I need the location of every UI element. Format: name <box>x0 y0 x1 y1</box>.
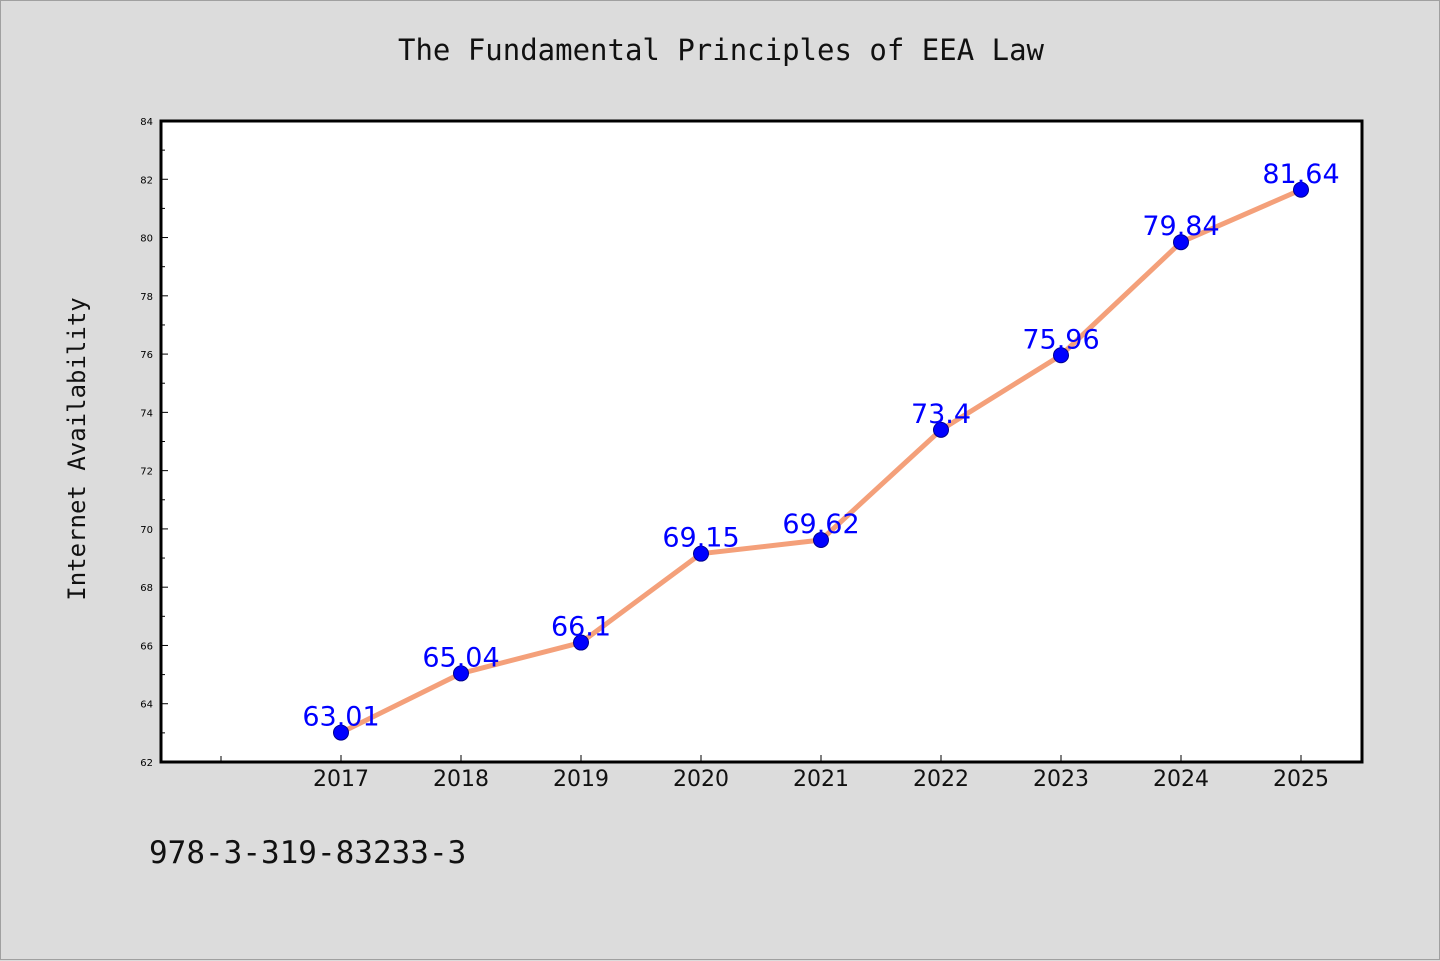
data-point <box>1053 347 1069 364</box>
data-point <box>933 421 949 438</box>
plot-area <box>159 119 1364 764</box>
y-tick-label: 66 <box>140 641 153 652</box>
y-tick-label: 82 <box>140 175 153 186</box>
x-tick-label: 2022 <box>913 767 969 792</box>
y-tick-label: 78 <box>140 292 153 303</box>
data-point <box>453 665 469 682</box>
data-point <box>813 531 829 548</box>
x-tick-label: 2023 <box>1033 767 1089 792</box>
y-tick-label: 62 <box>140 758 153 769</box>
x-tick-label: 2024 <box>1153 767 1209 792</box>
data-label: 73.4 <box>911 399 971 430</box>
y-tick-label: 80 <box>140 234 153 245</box>
data-point <box>1293 181 1309 198</box>
data-label: 63.01 <box>302 702 379 733</box>
x-tick-label: 2020 <box>673 767 729 792</box>
data-label: 69.15 <box>662 523 739 554</box>
y-tick-label: 72 <box>140 467 153 478</box>
x-tick-label: 2025 <box>1273 767 1329 792</box>
x-tick-label: 2018 <box>433 767 489 792</box>
data-point <box>573 634 589 651</box>
data-label: 69.62 <box>782 509 859 540</box>
footer-code: 978-3-319-83233-3 <box>149 835 467 871</box>
data-label: 66.1 <box>551 612 611 643</box>
data-label: 79.84 <box>1142 211 1219 242</box>
data-point <box>693 545 709 562</box>
y-tick-label: 70 <box>140 525 153 536</box>
y-tick-label: 74 <box>140 408 153 419</box>
y-tick-label: 76 <box>140 350 153 361</box>
x-tick-label: 2019 <box>553 767 609 792</box>
data-point <box>1173 234 1189 251</box>
data-label: 75.96 <box>1022 324 1099 355</box>
y-tick-label: 68 <box>140 583 153 594</box>
data-label: 65.04 <box>422 642 499 673</box>
data-label: 81.64 <box>1262 159 1339 190</box>
x-tick-label: 2017 <box>313 767 369 792</box>
x-tick-label: 2021 <box>793 767 849 792</box>
data-point <box>333 724 349 741</box>
y-tick-label: 84 <box>140 117 153 128</box>
y-tick-label: 64 <box>140 700 153 711</box>
chart-title: The Fundamental Principles of EEA Law <box>397 33 1044 67</box>
